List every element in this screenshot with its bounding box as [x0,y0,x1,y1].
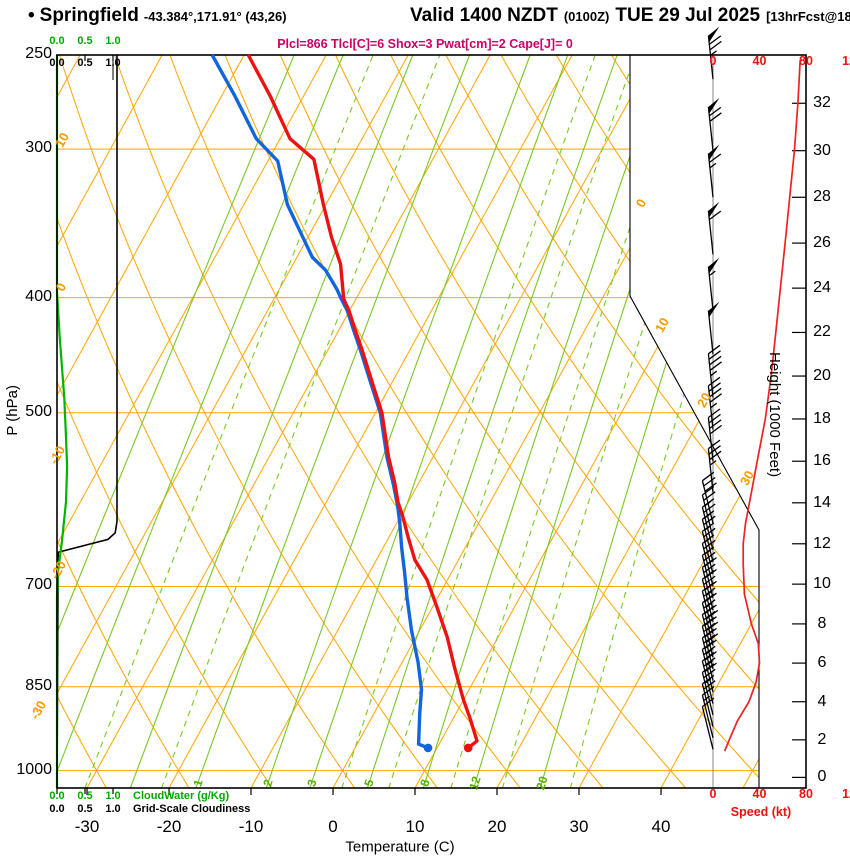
cloudwater-scale-1: 1.0 [105,35,121,47]
cloudiness-scale-1: 1.0 [105,57,121,69]
surface-temp-dot [463,743,473,753]
speed-axis-title: Speed (kt) [730,805,792,819]
pressure-tick-label: 1000 [16,760,52,778]
cloudiness-scale-b05: 0.5 [77,803,93,815]
station-coords: -43.384°,171.91° (43,26) [143,9,287,24]
cloudiness-scale-0: 0.0 [49,57,65,69]
temperature-tick-label: 20 [487,817,507,836]
cloudiness-scale-05: 0.5 [77,57,93,69]
station-name: Springfield [39,5,139,26]
valid-date: TUE 29 Jul 2025 [615,5,761,26]
pressure-tick-label: 500 [25,402,52,420]
cloudiness-axis-title: Grid-Scale Cloudiness [133,803,251,815]
wind-barbs [701,26,722,750]
cloudiness-scale-b0: 0.0 [49,803,65,815]
pressure-tick-label: 850 [25,676,52,694]
cloudwater-scale-0: 0.0 [49,35,65,47]
bullet-icon: • [28,5,35,26]
temperature-tick-label: -20 [156,817,182,836]
temperature-tick-label: 10 [405,817,425,836]
pressure-tick-label: 700 [25,576,52,594]
speed-tick-label-top: 40 [752,54,767,68]
cloudwater-axis-title: CloudWater (g/Kg) [133,790,230,802]
height-tick-label: 20 [813,367,831,385]
plot-frame [56,54,807,789]
height-tick-label: 22 [813,323,831,341]
temperature-curve [246,54,479,750]
title-bar-valid: Valid 1400 NZDT (0100Z) TUE 29 Jul 2025 … [410,5,850,27]
height-tick-label: 28 [813,188,831,206]
cloudwater-scale-b1: 1.0 [105,790,121,802]
temperature-tick-label: 40 [651,817,671,836]
tick-marks [56,55,806,795]
valid-time: Valid 1400 NZDT [410,5,558,26]
pressure-tick-label: 250 [25,45,52,62]
pressure-axis-title: P (hPa) [4,385,21,436]
wind-speed-curve [723,59,802,752]
surface-dewpoint-dot [423,743,433,753]
domain-boundary [629,55,760,788]
height-tick-label: 0 [817,768,827,786]
temperature-tick-label: 0 [328,817,338,836]
valid-utc: (0100Z) [563,9,610,24]
speed-tick-label-top: 120 [842,54,850,68]
pressure-tick-label: 400 [25,287,52,305]
cloudwater-scale-b0: 0.0 [49,790,65,802]
height-tick-label: 30 [813,141,831,159]
height-tick-label: 16 [813,452,831,470]
height-tick-label: 10 [813,575,831,593]
height-tick-label: 8 [817,614,827,632]
cloudwater-scale-b05: 0.5 [77,790,93,802]
height-tick-label: 12 [813,534,831,552]
height-tick-label: 4 [817,692,827,710]
height-tick-label: 24 [813,279,831,297]
speed-tick-label-top: 0 [709,54,717,68]
height-tick-label: 14 [813,493,831,511]
speed-tick-label-bottom: 0 [709,787,717,801]
speed-tick-label-top: 80 [799,54,813,68]
temperature-tick-label: -30 [74,817,100,836]
height-tick-label: 26 [813,234,831,252]
dewpoint-curve [210,54,429,750]
cloudwater-scale-05: 0.5 [77,35,93,47]
skewt-grid-lines [57,55,759,788]
stability-params-line: Plcl=866 Tlcl[C]=6 Shox=3 Pwat[cm]=2 Cap… [277,37,573,51]
mixing-ratio-lines [57,55,759,788]
speed-tick-label-bottom: 40 [752,787,767,801]
height-tick-label: 32 [813,94,831,112]
speed-tick-label-bottom: 80 [799,787,813,801]
temperature-tick-label: 30 [569,817,589,836]
speed-tick-label-bottom: 120 [842,787,850,801]
forecast-tag: [13hrFcst@1809z] [766,9,850,24]
temperature-tick-label: -10 [238,817,264,836]
pressure-tick-label: 300 [25,139,52,157]
temperature-axis-title: Temperature (C) [345,838,455,856]
cloudiness-scale-b1: 1.0 [105,803,121,815]
title-bar-left: • Springfield -43.384°,171.91° (43,26) [28,5,287,27]
height-tick-label: 2 [817,730,827,748]
height-tick-label: 6 [817,654,827,672]
height-axis-title: Height (1000 Feet) [766,352,783,478]
height-tick-label: 18 [813,409,831,427]
